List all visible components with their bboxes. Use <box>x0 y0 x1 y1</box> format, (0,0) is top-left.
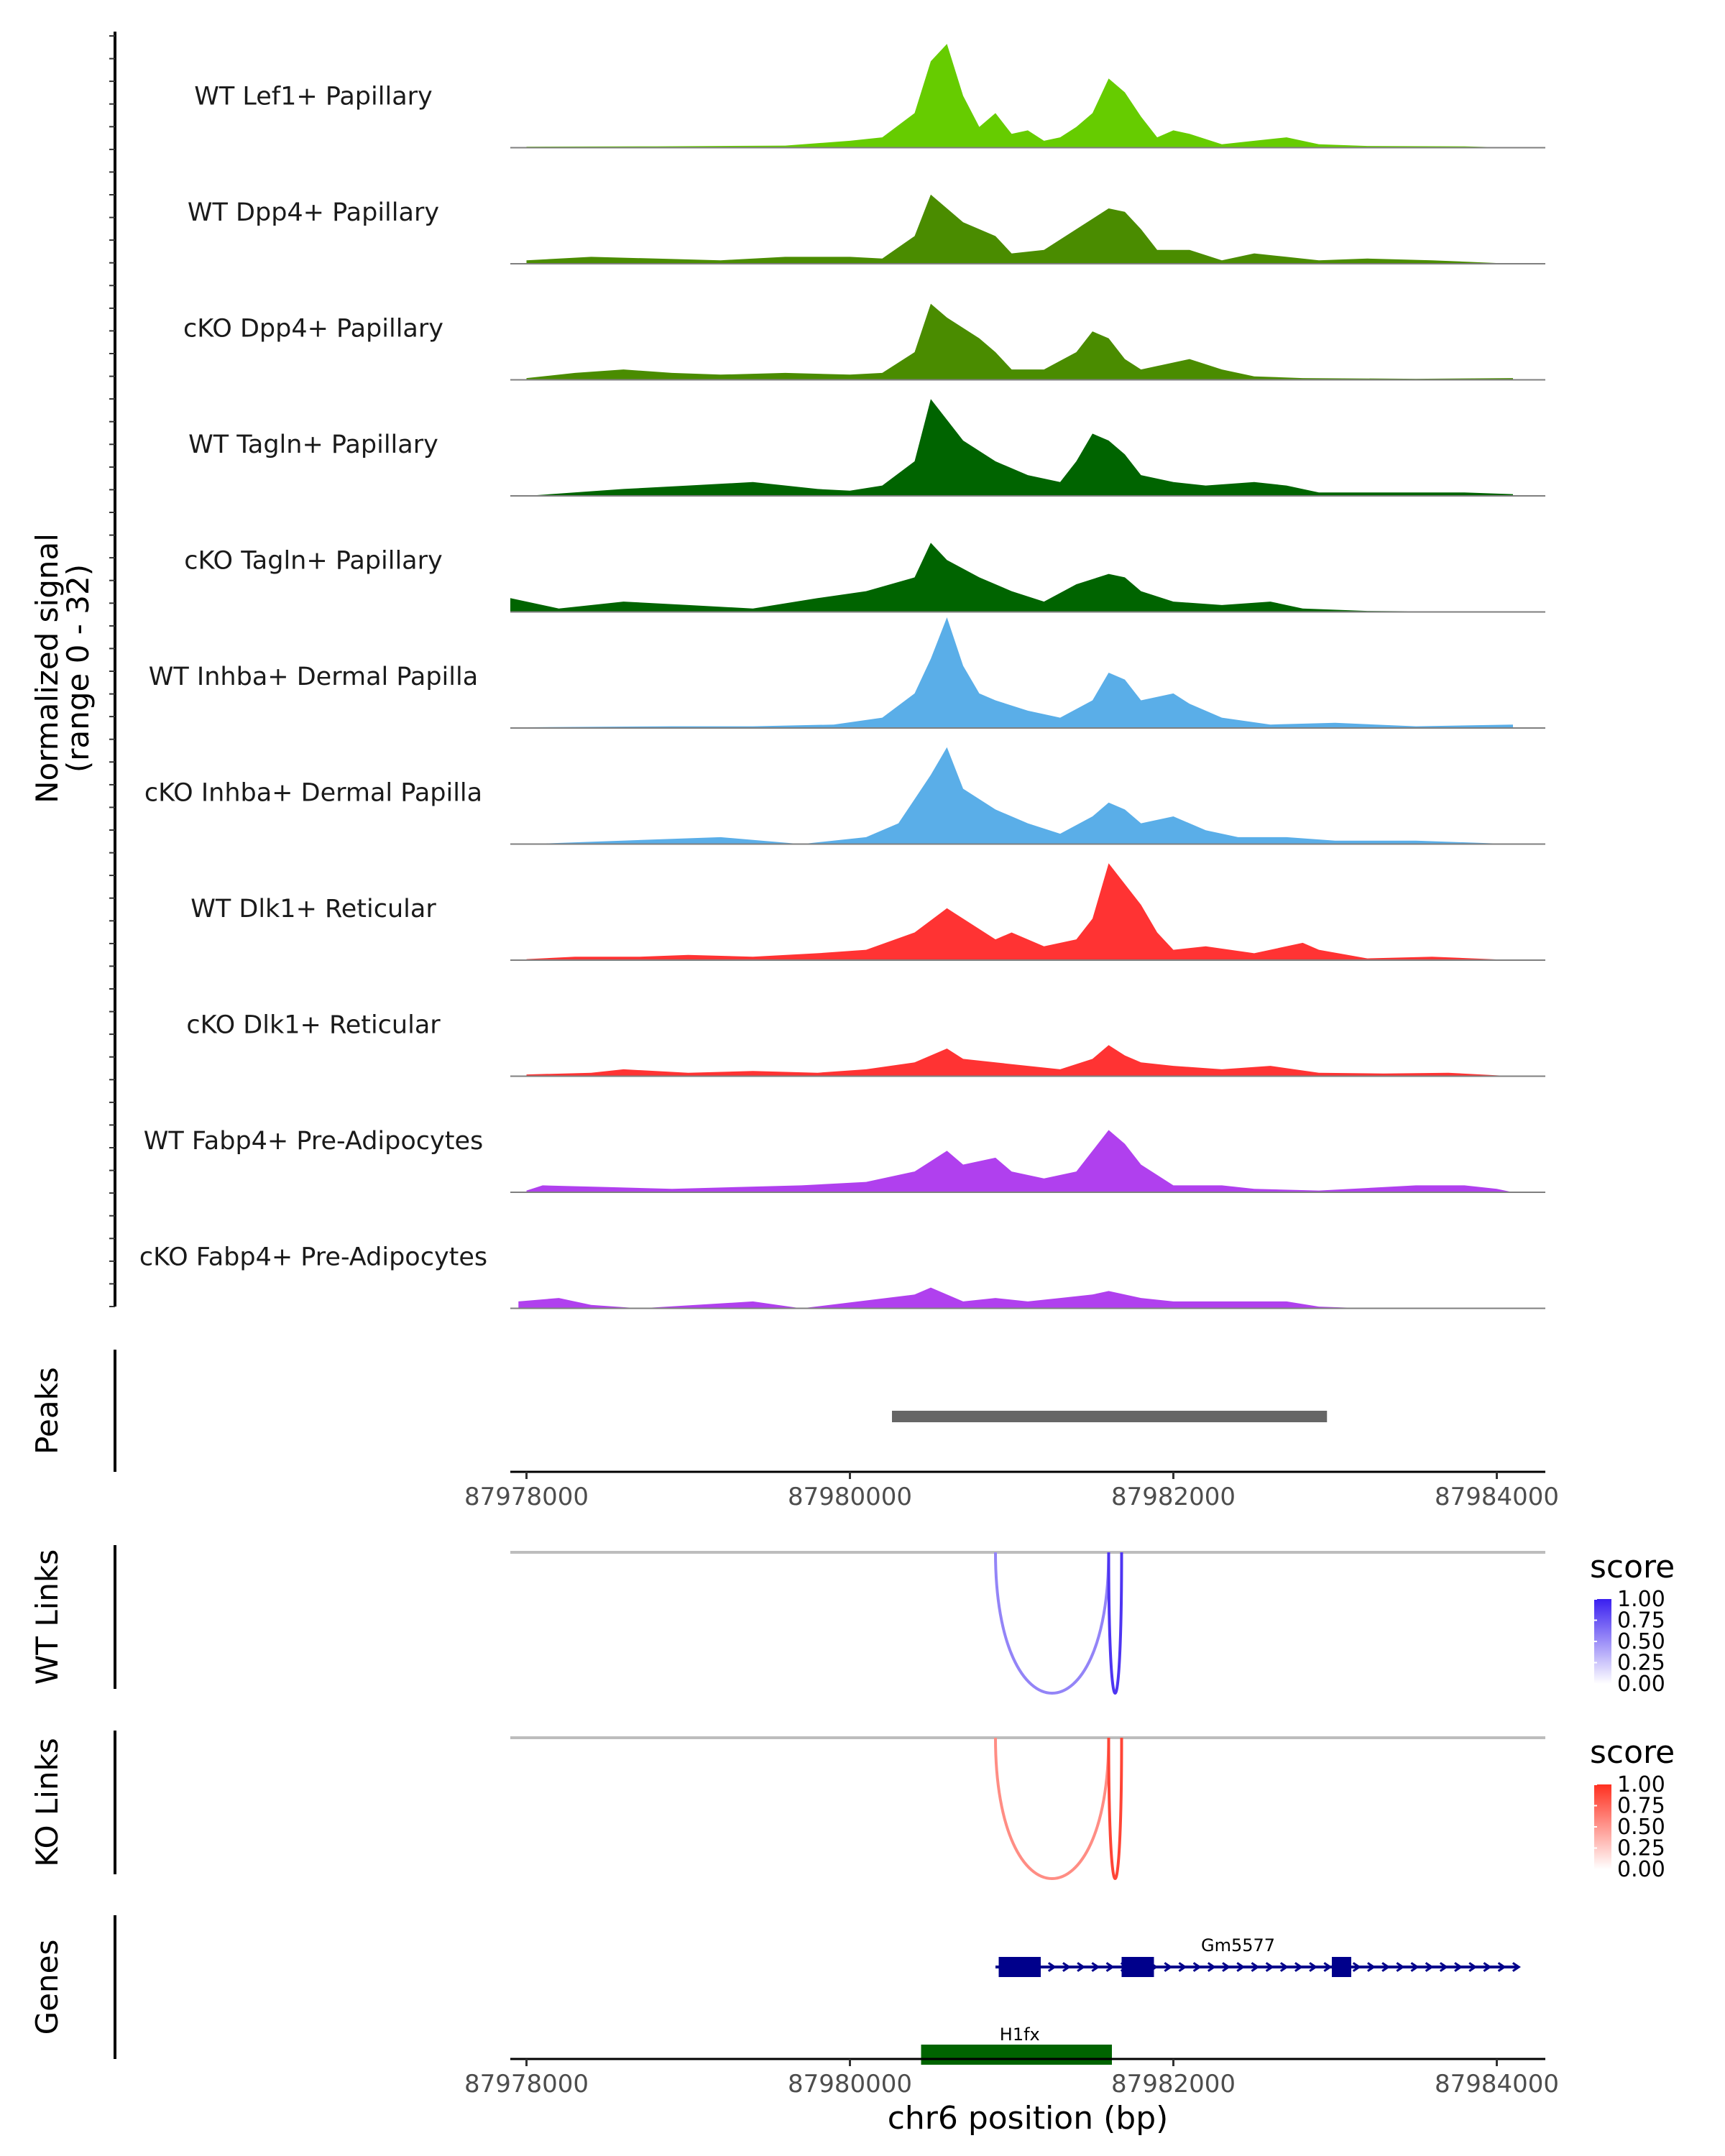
gene-exon <box>921 2045 1112 2065</box>
wt-legend-title: score <box>1590 1549 1675 1585</box>
track-label: cKO Dpp4+ Papillary <box>183 315 443 344</box>
coverage-area <box>526 1130 1513 1192</box>
legend-tick-label: 0.00 <box>1617 1857 1665 1882</box>
coverage-y-axis: Normalized signal (range 0 - 32) <box>29 32 116 1307</box>
legend-tick-label: 0.25 <box>1617 1836 1665 1861</box>
x-tick-label: 87978000 <box>464 1483 589 1511</box>
coverage-area <box>526 399 1513 496</box>
track-label: WT Dlk1+ Reticular <box>190 895 436 923</box>
coverage-area <box>510 543 1513 612</box>
genes-y-title: Genes <box>29 1940 65 2035</box>
coverage-area <box>526 863 1513 960</box>
ko-links-y-title: KO Links <box>29 1738 65 1867</box>
track-label: WT Tagln+ Papillary <box>188 430 438 459</box>
peaks-x-axis: 87978000 87980000 87982000 87984000 <box>464 1472 1559 1511</box>
wt-links-y-title: WT Links <box>29 1549 65 1685</box>
legend-tick-label: 0.50 <box>1617 1629 1665 1654</box>
ko-legend-title: score <box>1590 1734 1675 1771</box>
coverage-track: cKO Inhba+ Dermal Papilla <box>144 747 1545 845</box>
gene-label: Gm5577 <box>1201 1935 1275 1955</box>
gene-models: Gm5577 H1fx <box>921 1935 1521 2065</box>
track-label: WT Inhba+ Dermal Papilla <box>149 663 478 691</box>
link-arc <box>994 1552 1110 1695</box>
gene-label: H1fx <box>1000 2024 1040 2045</box>
gene-exon <box>1332 1957 1351 1977</box>
coverage-track: WT Fabp4+ Pre-Adipocytes <box>144 1127 1545 1193</box>
peaks-panel: Peaks 87978000 87980000 87982000 87984000 <box>29 1350 1559 1511</box>
track-label: cKO Fabp4+ Pre-Adipocytes <box>139 1243 487 1272</box>
peak-region <box>892 1411 1328 1422</box>
x-tick-label: 87980000 <box>788 1483 912 1511</box>
x-tick-label: 87982000 <box>1111 1483 1236 1511</box>
legend-tick-label: 0.25 <box>1617 1651 1665 1676</box>
link-arc <box>994 1737 1110 1880</box>
genes-panel: Genes Gm5577 H1fx 87978000 87980000 8798200… <box>29 1915 1559 2137</box>
track-label: cKO Tagln+ Papillary <box>184 547 443 576</box>
coverage-tracks: WT Lef1+ Papillary WT Dpp4+ Papillary cKO … <box>139 44 1545 1309</box>
coverage-track: cKO Fabp4+ Pre-Adipocytes <box>139 1243 1545 1309</box>
legend-tick-label: 1.00 <box>1617 1587 1665 1612</box>
track-label: WT Dpp4+ Papillary <box>188 198 439 227</box>
track-label: WT Fabp4+ Pre-Adipocytes <box>144 1127 483 1156</box>
x-tick-label: 87984000 <box>1435 2070 1559 2099</box>
coverage-track: cKO Dlk1+ Reticular <box>186 1011 1545 1077</box>
wt-links-panel: WT Links score 1.000.750.500.250.00 <box>29 1545 1675 1697</box>
wt-link-arcs <box>994 1552 1123 1695</box>
track-label: cKO Dlk1+ Reticular <box>186 1011 441 1040</box>
coverage-y-title: Normalized signal <box>29 533 65 803</box>
gene-model: H1fx <box>921 2024 1112 2065</box>
wt-links-legend: score 1.000.750.500.250.00 <box>1590 1549 1675 1697</box>
coverage-track: WT Dlk1+ Reticular <box>190 863 1545 961</box>
coverage-area <box>518 1287 1368 1309</box>
ko-link-arcs <box>994 1737 1123 1880</box>
link-arc <box>1107 1552 1123 1695</box>
ko-legend-ticks: 1.000.750.500.250.00 <box>1594 1772 1665 1882</box>
coverage-area <box>526 747 1513 844</box>
ko-links-legend: score 1.000.750.500.250.00 <box>1590 1734 1675 1882</box>
link-arc <box>1107 1737 1123 1880</box>
ko-links-panel: KO Links score 1.000.750.500.250.00 <box>29 1731 1675 1882</box>
x-tick-label: 87984000 <box>1435 1483 1559 1511</box>
genes-x-axis: 87978000 87980000 87982000 87984000 <box>464 2059 1559 2099</box>
x-tick-label: 87978000 <box>464 2070 589 2099</box>
coverage-area <box>526 194 1513 264</box>
coverage-y-ticks <box>109 35 115 1307</box>
coverage-track: WT Inhba+ Dermal Papilla <box>149 617 1545 729</box>
track-label: cKO Inhba+ Dermal Papilla <box>144 779 482 808</box>
peak-regions <box>892 1411 1328 1422</box>
coverage-y-range: (range 0 - 32) <box>60 564 96 773</box>
x-tick-label: 87980000 <box>788 2070 912 2099</box>
coverage-track: cKO Tagln+ Papillary <box>184 543 1545 613</box>
coverage-area <box>526 303 1513 380</box>
x-axis-title: chr6 position (bp) <box>888 2100 1169 2137</box>
legend-tick-label: 0.00 <box>1617 1672 1665 1697</box>
coverage-track: WT Lef1+ Papillary <box>194 44 1545 149</box>
coverage-track: WT Tagln+ Papillary <box>188 399 1545 497</box>
coverage-track: cKO Dpp4+ Papillary <box>183 303 1545 381</box>
gene-exon <box>998 1957 1041 1977</box>
wt-legend-ticks: 1.000.750.500.250.00 <box>1594 1587 1665 1697</box>
peaks-y-title: Peaks <box>29 1367 65 1455</box>
legend-tick-label: 0.75 <box>1617 1794 1665 1819</box>
coverage-area <box>526 1045 1513 1077</box>
legend-tick-label: 1.00 <box>1617 1772 1665 1797</box>
legend-tick-label: 0.50 <box>1617 1815 1665 1840</box>
gene-model: Gm5577 <box>995 1935 1521 1977</box>
legend-tick-label: 0.75 <box>1617 1608 1665 1634</box>
track-label: WT Lef1+ Papillary <box>194 83 433 111</box>
coverage-area <box>526 44 1513 148</box>
x-tick-label: 87982000 <box>1111 2070 1236 2099</box>
coverage-track: WT Dpp4+ Papillary <box>188 194 1545 264</box>
coverage-area <box>526 617 1513 728</box>
gene-exon <box>1121 1957 1154 1977</box>
